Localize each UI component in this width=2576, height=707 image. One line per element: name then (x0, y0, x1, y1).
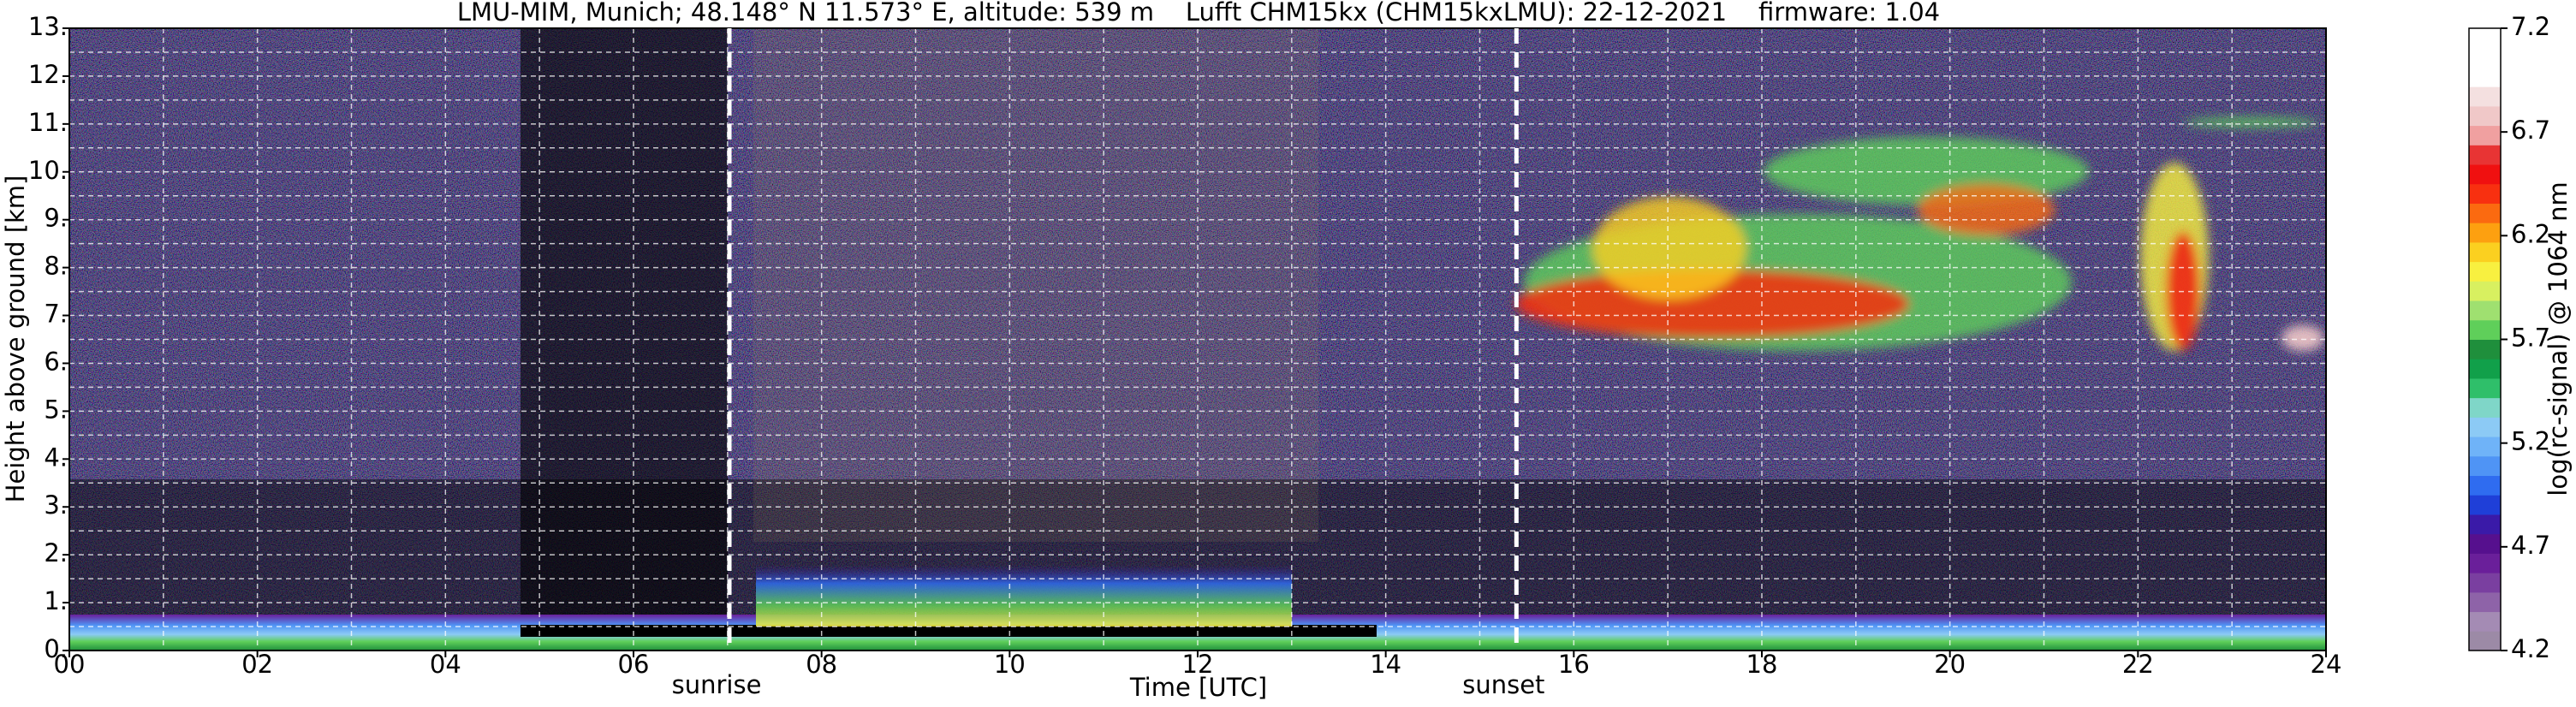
colorbar-step (2469, 611, 2501, 632)
x-tick-label: 16 (1558, 650, 1590, 679)
cloud-thin (2183, 117, 2320, 128)
y-tick-label: 3. (44, 490, 68, 520)
x-tick-label: 10 (994, 650, 1026, 679)
colorbar-step (2469, 223, 2501, 243)
x-tick-label: 06 (618, 650, 650, 679)
colorbar-tick-label: 7.2 (2511, 12, 2550, 41)
y-tick-label: 9. (44, 204, 68, 233)
y-axis-label: Height above ground [km] (1, 175, 30, 503)
colorbar-tick-label: 4.2 (2511, 634, 2550, 663)
x-tick-label: 14 (1370, 650, 1401, 679)
x-tick-label: 22 (2122, 650, 2154, 679)
colorbar-step (2469, 145, 2501, 165)
colorbar-step (2469, 514, 2501, 535)
colorbar-step (2469, 261, 2501, 282)
y-tick-label: 13. (28, 12, 68, 41)
y-tick-label: 1. (44, 586, 68, 615)
x-tick-label: 18 (1746, 650, 1778, 679)
colorbar-tick-label: 4.7 (2511, 531, 2550, 560)
colorbar-step (2469, 591, 2501, 613)
colorbar-step (2469, 377, 2501, 399)
annotation-label: sunset (1462, 670, 1544, 699)
colorbar-step (2469, 319, 2501, 340)
colorbar-step (2469, 553, 2501, 573)
colorbar-step (2469, 86, 2501, 107)
colorbar-step (2469, 300, 2501, 321)
colorbar-step (2469, 203, 2501, 223)
y-tick-label: 6. (44, 347, 68, 376)
chart-title: LMU-MIM, Munich; 48.148° N 11.573° E, al… (457, 0, 1940, 27)
x-tick-label: 12 (1182, 650, 1214, 679)
colorbar-tick-label: 6.2 (2511, 219, 2550, 248)
colorbar-step (2469, 475, 2501, 496)
colorbar-step (2469, 437, 2501, 457)
colorbar-step (2469, 533, 2501, 554)
y-tick-label: 12. (28, 60, 68, 89)
colorbar-step (2469, 417, 2501, 437)
colorbar-step (2469, 573, 2501, 593)
cloud-core (1515, 270, 1909, 338)
colorbar-step (2469, 28, 2501, 49)
colorbar-step (2469, 455, 2501, 477)
x-tick-label: 24 (2311, 650, 2342, 679)
colorbar-step (2469, 241, 2501, 263)
x-tick-label: 02 (241, 650, 273, 679)
y-tick-label: 7. (44, 300, 68, 329)
colorbar-step (2469, 105, 2501, 127)
colorbar-step (2469, 397, 2501, 418)
colorbar-step (2469, 67, 2501, 87)
daylight-noise (753, 28, 1318, 542)
cloud-core (1592, 197, 1746, 300)
y-tick-label: 5. (44, 395, 68, 424)
colorbar-step (2469, 47, 2501, 68)
x-tick-label: 04 (430, 650, 461, 679)
x-tick-label: 08 (806, 650, 837, 679)
y-tick-label: 0. (44, 634, 68, 663)
colorbar-label: log(rc-signal) @ 1064 nm (2543, 181, 2573, 496)
colorbar-step (2469, 631, 2501, 651)
colorbar-step (2469, 164, 2501, 185)
colorbar-step (2469, 495, 2501, 515)
colorbar-tick-label: 5.7 (2511, 324, 2550, 353)
colorbar-step (2469, 281, 2501, 301)
boundary-layer-gap (521, 625, 1377, 637)
colorbar-step (2469, 183, 2501, 204)
colorbar-step (2469, 359, 2501, 379)
cloud-core (1918, 184, 2055, 235)
y-tick-label: 11. (28, 108, 68, 137)
colorbar-step (2469, 125, 2501, 146)
cloud-thin (2282, 325, 2324, 351)
cirrus-cloud (1515, 117, 2324, 351)
x-tick-label: 00 (54, 650, 86, 679)
y-tick-label: 2. (44, 538, 68, 567)
daytime-aerosol (756, 565, 1292, 627)
y-tick-label: 8. (44, 252, 68, 281)
x-axis-label: Time [UTC] (1129, 673, 1267, 702)
annotation-label: sunrise (672, 670, 762, 699)
colorbar-tick-label: 6.7 (2511, 116, 2550, 145)
colorbar-tick-label: 5.2 (2511, 427, 2550, 456)
y-tick-label: 10. (28, 156, 68, 185)
colorbar-step (2469, 339, 2501, 359)
x-tick-label: 20 (1934, 650, 1966, 679)
y-tick-label: 4. (44, 443, 68, 472)
